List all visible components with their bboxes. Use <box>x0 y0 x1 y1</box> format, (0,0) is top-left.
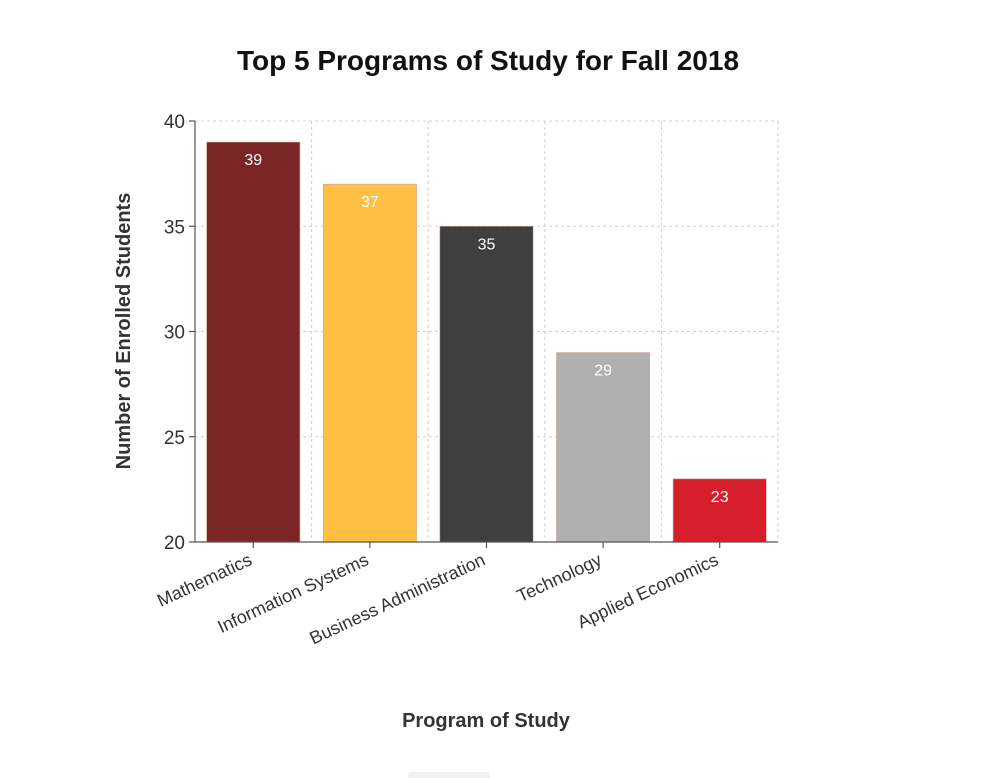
bar-business-administration[interactable] <box>439 225 534 543</box>
bar-technology[interactable] <box>556 352 651 543</box>
y-tick-label: 20 <box>164 533 185 554</box>
scroll-handle[interactable] <box>408 772 490 778</box>
bar-value-label: 23 <box>711 489 729 506</box>
bars: 39 37 35 29 23 <box>206 141 767 543</box>
y-tick-label: 30 <box>164 323 185 344</box>
y-axis-title: Number of Enrolled Students <box>113 193 135 470</box>
x-axis-title: Program of Study <box>402 710 571 732</box>
y-tick-labels: 20 25 30 35 40 <box>164 112 195 554</box>
bar-value-label: 29 <box>594 363 612 380</box>
bar-applied-economics[interactable] <box>672 478 767 543</box>
y-tick-label: 25 <box>164 428 185 449</box>
bar-value-label: 37 <box>361 194 379 211</box>
bar-value-label: 39 <box>244 152 262 169</box>
x-tick-label: Technology <box>514 549 605 606</box>
chart-title: Top 5 Programs of Study for Fall 2018 <box>237 45 739 76</box>
bar-information-systems[interactable] <box>322 183 417 543</box>
bar-value-label: 35 <box>478 236 496 253</box>
y-tick-label: 35 <box>164 217 185 238</box>
y-tick-label: 40 <box>164 112 185 133</box>
bar-mathematics[interactable] <box>206 141 301 543</box>
x-tick-label: Mathematics <box>154 549 255 610</box>
